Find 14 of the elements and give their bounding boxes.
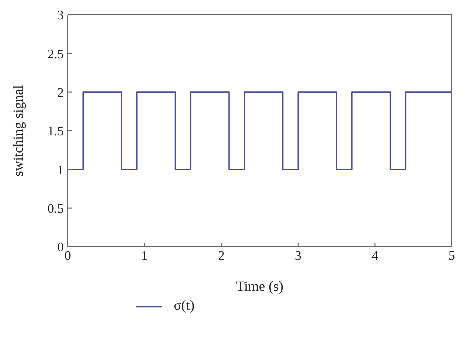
- x-tick-label: 5: [448, 248, 456, 264]
- y-tick-label: 0.5: [48, 200, 64, 216]
- x-tick-label: 2: [218, 248, 225, 264]
- legend-label: σ(t): [174, 299, 195, 315]
- y-tick-label: 1: [58, 162, 64, 178]
- x-tick-label: 3: [295, 248, 302, 264]
- y-tick-label: 2: [58, 84, 64, 100]
- y-tick-label: 1.5: [48, 124, 64, 139]
- y-tick-label: 3: [58, 8, 64, 23]
- x-tick-label: 4: [372, 248, 379, 264]
- y-tick-label: 2.5: [48, 46, 64, 62]
- y-axis-title: switching signal: [12, 85, 27, 177]
- x-axis-title: Time (s): [236, 280, 284, 295]
- x-tick-label: 1: [142, 248, 148, 264]
